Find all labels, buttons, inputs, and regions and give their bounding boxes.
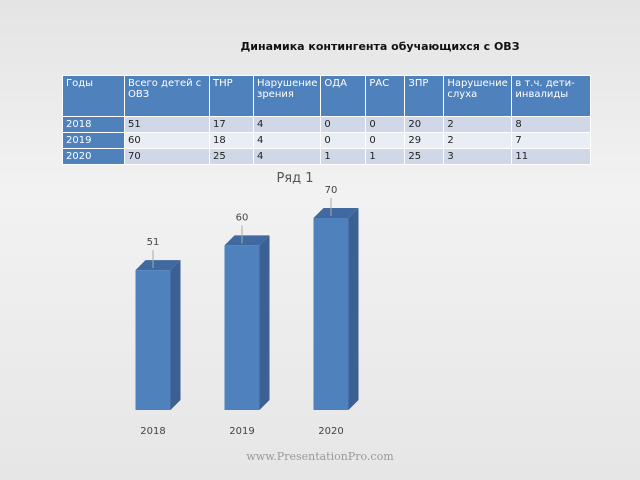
column-header: ЗПР xyxy=(404,75,445,117)
value-label: 51 xyxy=(147,237,160,248)
table-cell: 51 xyxy=(124,116,210,133)
table-cell: 60 xyxy=(124,132,210,149)
slide-title: Динамика контингента обучающихся с ОВЗ xyxy=(240,40,520,53)
value-label: 60 xyxy=(236,212,249,223)
bar xyxy=(224,245,260,410)
x-tick-label: 2020 xyxy=(318,426,343,437)
column-header: Нарушение слуха xyxy=(443,75,513,117)
table-cell: 1 xyxy=(365,148,406,165)
bar-side xyxy=(170,260,181,410)
column-header: Всего детей с ОВЗ xyxy=(124,75,210,117)
table-cell: 1 xyxy=(320,148,367,165)
table-cell: 0 xyxy=(365,116,406,133)
table-cell: 2020 xyxy=(62,148,125,165)
table-cell: 0 xyxy=(320,116,367,133)
x-tick-label: 2018 xyxy=(140,426,165,437)
table-cell: 4 xyxy=(252,116,322,133)
table-cell: 3 xyxy=(443,148,513,165)
table-cell: 4 xyxy=(252,148,322,165)
bar-top xyxy=(135,260,181,271)
footer: www.PresentationPro.com xyxy=(246,450,394,463)
table-cell: 0 xyxy=(365,132,406,149)
bar xyxy=(135,270,171,410)
bar-side xyxy=(348,208,359,410)
table-cell: 7 xyxy=(511,132,592,149)
table-cell: 0 xyxy=(320,132,367,149)
bar xyxy=(313,218,349,410)
table-cell: 25 xyxy=(404,148,445,165)
table-cell: 70 xyxy=(124,148,210,165)
bar-side xyxy=(259,235,270,410)
column-header: в т.ч. дети-инвалиды xyxy=(511,75,592,117)
column-header: ОДА xyxy=(320,75,367,117)
column-header: ТНР xyxy=(209,75,254,117)
column-header: РАС xyxy=(365,75,406,117)
x-tick-label: 2019 xyxy=(229,426,254,437)
table-cell: 11 xyxy=(511,148,592,165)
bar-top xyxy=(224,235,270,246)
value-label: 70 xyxy=(325,185,338,196)
chart-title: Ряд 1 xyxy=(276,171,313,186)
table-row: 2020 70 25 4 1 1 25 3 11 xyxy=(62,148,592,165)
bar-top xyxy=(313,208,359,218)
data-table: Годы Всего детей с ОВЗ ТНР Нарушение зрения… xyxy=(62,75,592,165)
